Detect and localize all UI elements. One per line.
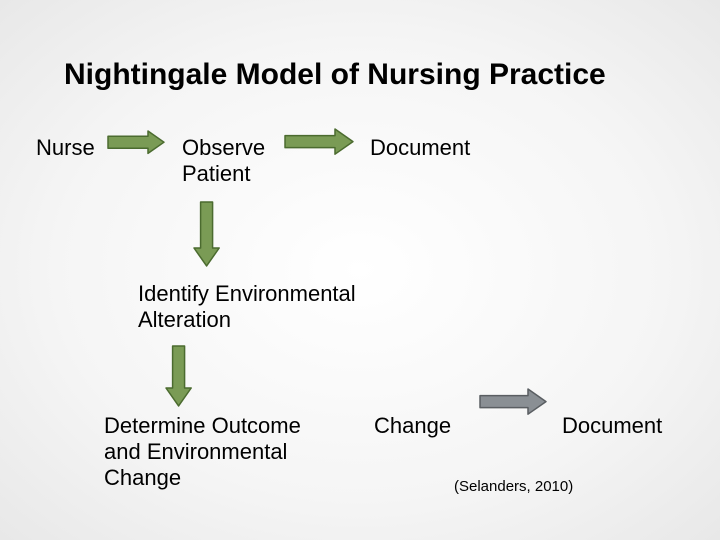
slide-title: Nightingale Model of Nursing Practice [64, 58, 606, 92]
node-determine-line2: and Environmental [104, 438, 287, 466]
node-determine-line1: Determine Outcome [104, 412, 301, 440]
node-document-bottom: Document [562, 412, 662, 440]
arrow-observe-to-document [283, 127, 355, 156]
node-identify-line1: Identify Environmental [138, 280, 356, 308]
node-change: Change [374, 412, 451, 440]
diagram-stage: Nightingale Model of Nursing Practice Nu… [0, 0, 720, 540]
node-identify-line2: Alteration [138, 306, 231, 334]
node-document-top: Document [370, 134, 470, 162]
arrow-identify-to-determine [164, 344, 193, 408]
arrow-observe-to-identify [192, 200, 221, 268]
node-observe-line2: Patient [182, 160, 251, 188]
arrow-change-to-document [478, 387, 548, 416]
node-nurse: Nurse [36, 134, 95, 162]
citation-text: (Selanders, 2010) [454, 478, 573, 495]
node-observe-line1: Observe [182, 134, 265, 162]
arrow-nurse-to-observe [106, 129, 166, 155]
node-determine-line3: Change [104, 464, 181, 492]
